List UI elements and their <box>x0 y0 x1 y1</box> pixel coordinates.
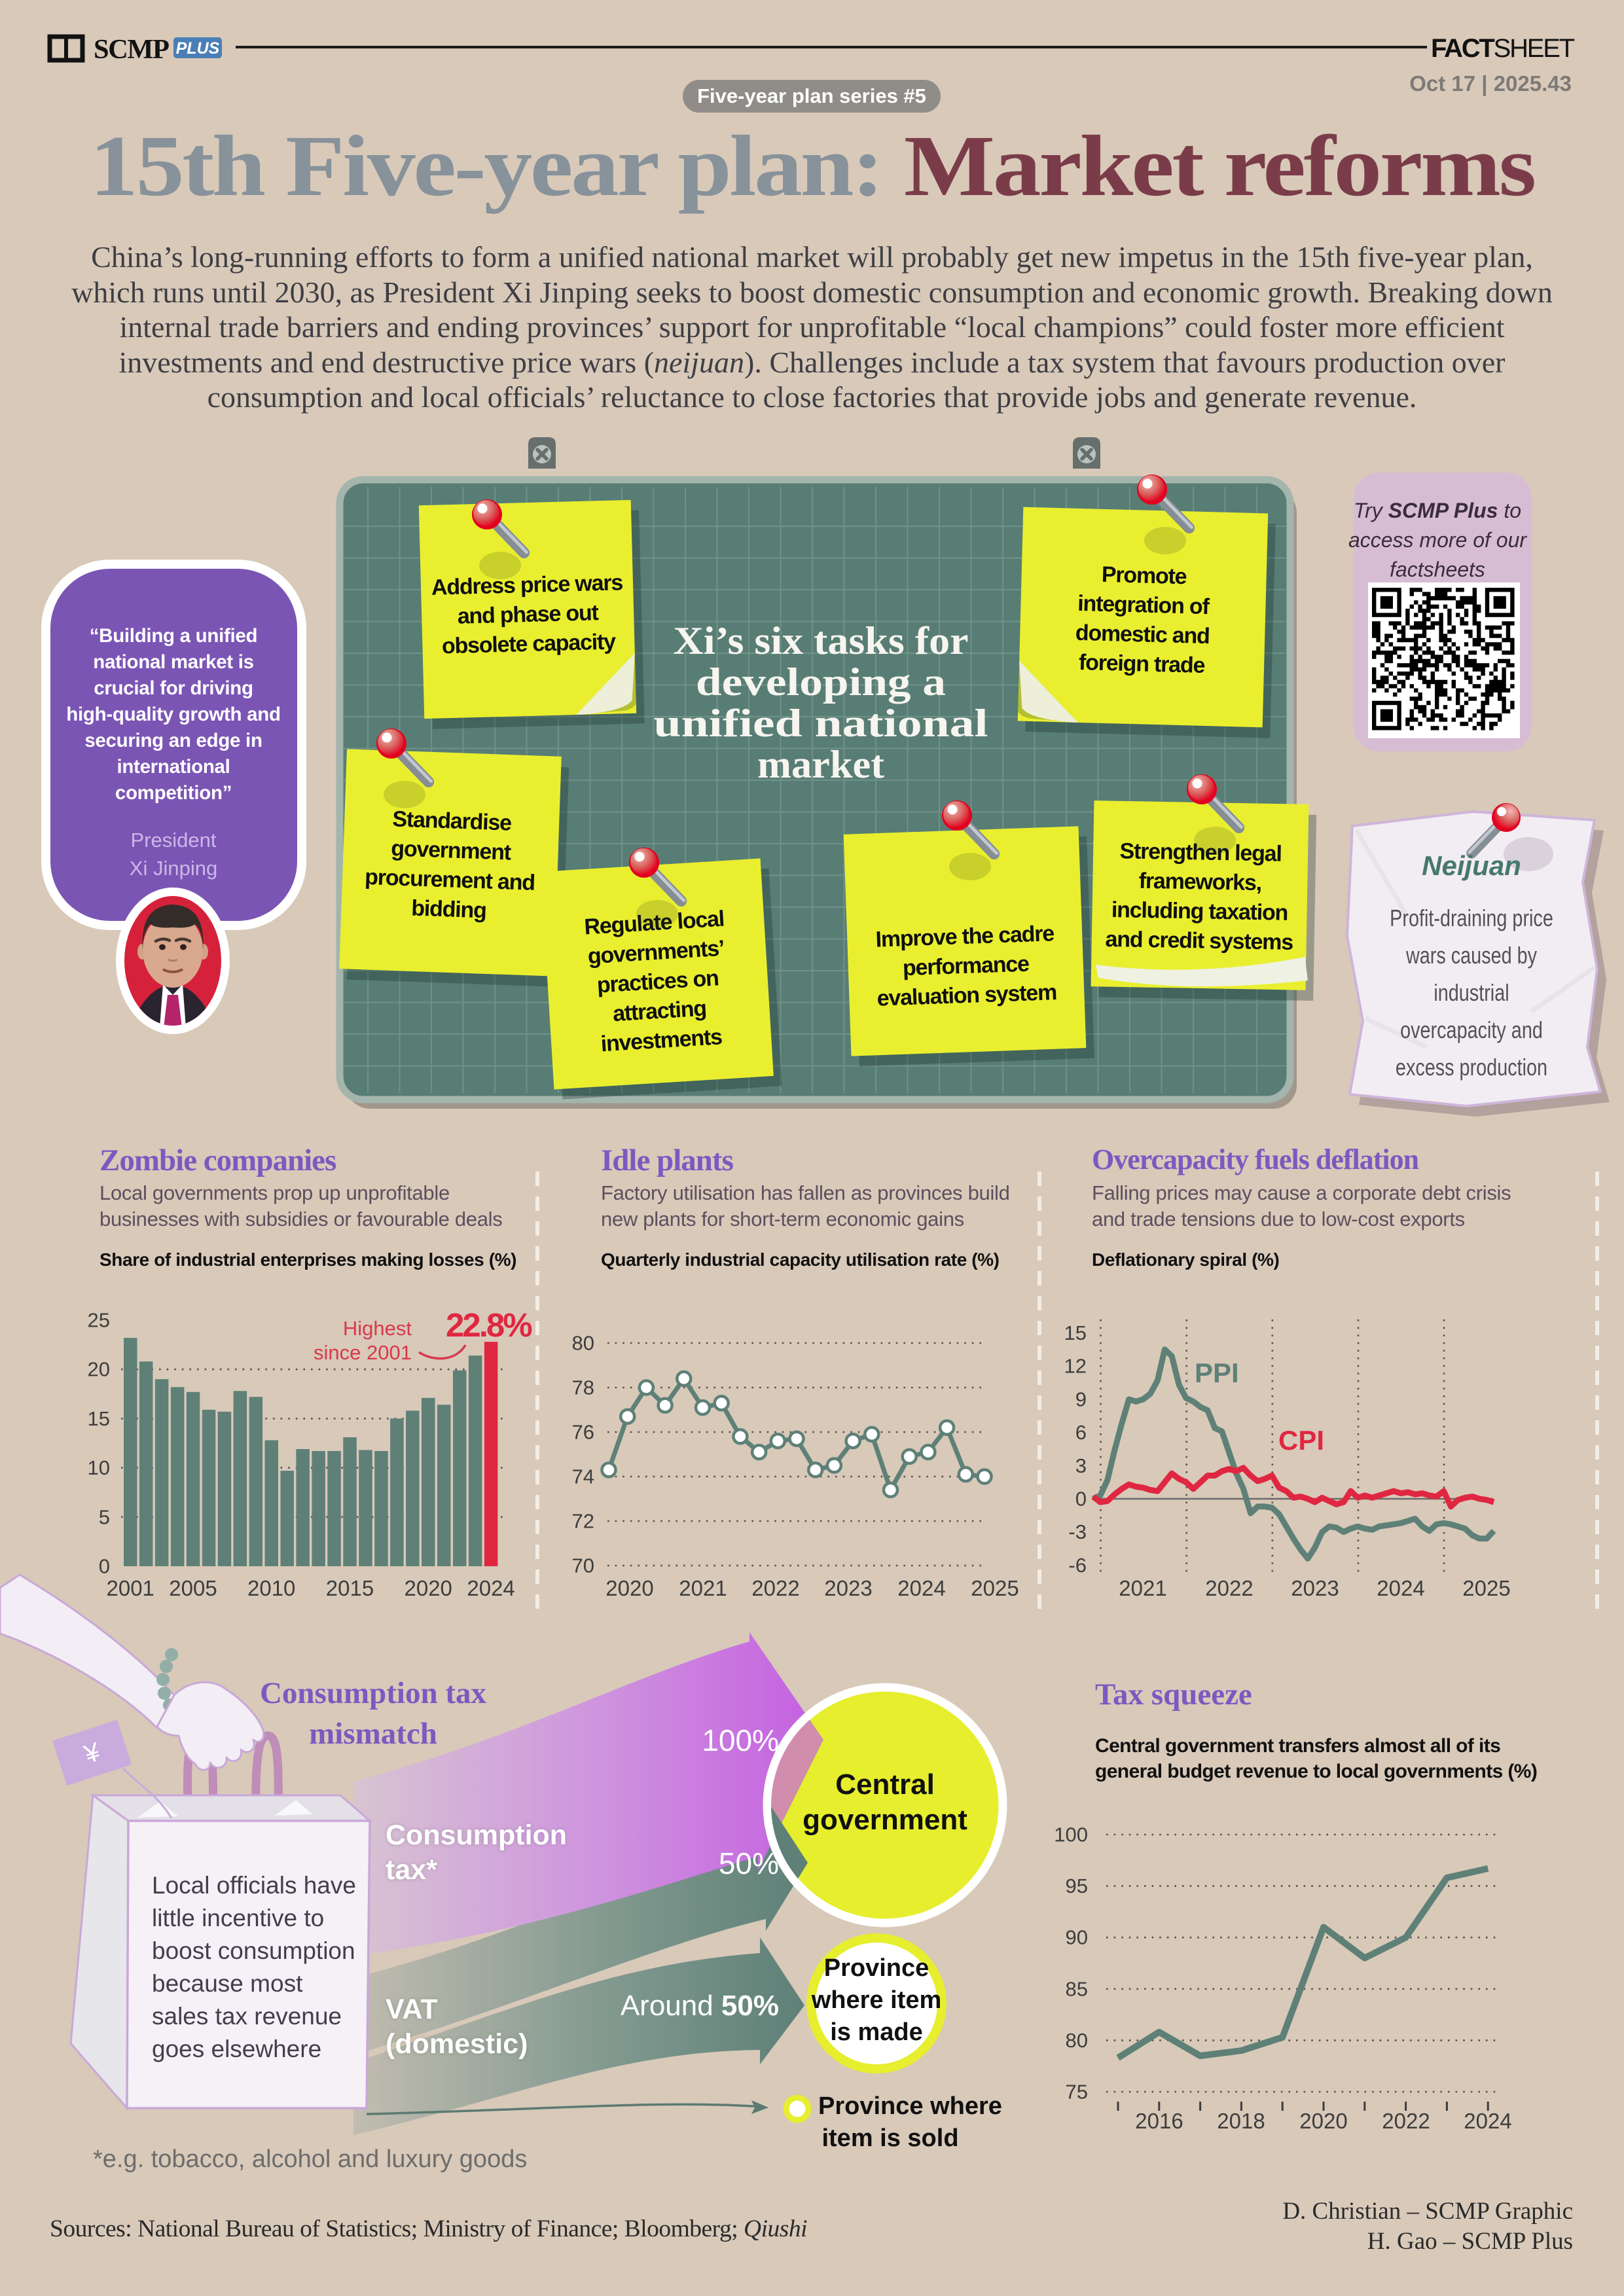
svg-text:developing a: developing a <box>696 660 946 704</box>
svg-text:75: 75 <box>1066 2081 1088 2104</box>
svg-text:85: 85 <box>1066 1977 1088 2000</box>
svg-text:12: 12 <box>1064 1355 1087 1378</box>
svg-text:market: market <box>757 743 884 786</box>
svg-text:-6: -6 <box>1068 1554 1087 1577</box>
svg-text:government: government <box>391 836 512 865</box>
svg-text:Address price wars: Address price wars <box>431 570 623 600</box>
svg-text:2021: 2021 <box>679 1576 727 1600</box>
svg-text:2020: 2020 <box>605 1576 653 1600</box>
svg-text:2010: 2010 <box>247 1576 295 1600</box>
svg-text:FACTSHEET: FACTSHEET <box>1431 34 1575 63</box>
svg-text:80: 80 <box>1066 2029 1088 2052</box>
svg-text:72: 72 <box>572 1510 594 1533</box>
svg-text:2001: 2001 <box>106 1576 154 1600</box>
svg-text:2025: 2025 <box>1462 1576 1510 1600</box>
svg-text:15: 15 <box>1064 1321 1087 1344</box>
svg-text:frameworks,: frameworks, <box>1138 869 1261 895</box>
svg-text:2024: 2024 <box>1377 1576 1424 1600</box>
svg-text:74: 74 <box>572 1465 594 1488</box>
svg-text:Promote: Promote <box>1101 562 1187 589</box>
svg-text:2023: 2023 <box>1291 1576 1339 1600</box>
svg-text:Oct 17 | 2025.43: Oct 17 | 2025.43 <box>1409 71 1572 96</box>
svg-text:Xi’s six tasks for: Xi’s six tasks for <box>674 619 969 662</box>
svg-text:attracting: attracting <box>612 996 707 1027</box>
svg-text:PPI: PPI <box>1195 1357 1239 1388</box>
svg-text:2020: 2020 <box>404 1576 452 1600</box>
svg-text:Highest: Highest <box>343 1317 412 1340</box>
svg-text:80: 80 <box>572 1332 594 1355</box>
svg-text:20: 20 <box>88 1358 110 1381</box>
svg-text:Neijuan: Neijuan <box>1422 850 1521 881</box>
svg-text:Standardise: Standardise <box>392 806 512 835</box>
svg-text:2016: 2016 <box>1135 2109 1183 2133</box>
svg-text:2024: 2024 <box>897 1576 945 1600</box>
svg-text:0: 0 <box>1075 1488 1087 1511</box>
svg-text:2024: 2024 <box>1464 2109 1511 2133</box>
svg-text:since 2001: since 2001 <box>314 1341 412 1364</box>
svg-text:9: 9 <box>1075 1388 1087 1410</box>
svg-text:bidding: bidding <box>411 895 487 923</box>
svg-text:domestic and: domestic and <box>1075 620 1210 649</box>
svg-text:-3: -3 <box>1068 1520 1087 1543</box>
svg-text:90: 90 <box>1066 1926 1088 1949</box>
svg-text:0: 0 <box>99 1555 110 1578</box>
svg-text:25: 25 <box>88 1309 110 1332</box>
svg-text:2022: 2022 <box>1205 1576 1253 1600</box>
svg-text:2022: 2022 <box>751 1576 799 1600</box>
svg-text:95: 95 <box>1066 1874 1088 1897</box>
svg-text:2023: 2023 <box>824 1576 872 1600</box>
svg-text:PLUS: PLUS <box>176 39 220 58</box>
svg-text:100: 100 <box>1054 1823 1088 1846</box>
svg-text:2005: 2005 <box>169 1576 217 1600</box>
svg-text:unified national: unified national <box>654 702 988 745</box>
svg-text:and credit systems: and credit systems <box>1105 927 1293 955</box>
svg-text:22.8%: 22.8% <box>446 1306 532 1344</box>
svg-text:2015: 2015 <box>326 1576 374 1600</box>
svg-text:and phase out: and phase out <box>457 600 599 629</box>
svg-text:6: 6 <box>1075 1421 1087 1444</box>
svg-text:10: 10 <box>88 1456 110 1479</box>
svg-text:70: 70 <box>572 1554 594 1577</box>
svg-text:obsolete capacity: obsolete capacity <box>441 629 616 658</box>
svg-text:2022: 2022 <box>1382 2109 1430 2133</box>
svg-text:2018: 2018 <box>1217 2109 1265 2133</box>
svg-text:performance: performance <box>902 952 1029 981</box>
svg-text:15: 15 <box>88 1407 110 1430</box>
svg-text:procurement and: procurement and <box>365 865 535 895</box>
svg-text:2024: 2024 <box>467 1576 514 1600</box>
svg-text:78: 78 <box>572 1376 594 1399</box>
svg-text:CPI: CPI <box>1278 1425 1324 1456</box>
svg-text:foreign trade: foreign trade <box>1079 650 1205 678</box>
svg-text:5: 5 <box>99 1505 110 1528</box>
svg-text:including taxation: including taxation <box>1111 897 1288 925</box>
svg-text:76: 76 <box>572 1421 594 1444</box>
svg-text:2020: 2020 <box>1299 2109 1347 2133</box>
svg-text:integration of: integration of <box>1077 591 1210 619</box>
svg-text:2025: 2025 <box>971 1576 1019 1600</box>
svg-text:Five-year plan series #5: Five-year plan series #5 <box>697 84 926 107</box>
svg-text:2021: 2021 <box>1119 1576 1166 1600</box>
svg-text:SCMP: SCMP <box>94 34 169 65</box>
svg-text:3: 3 <box>1075 1454 1087 1477</box>
